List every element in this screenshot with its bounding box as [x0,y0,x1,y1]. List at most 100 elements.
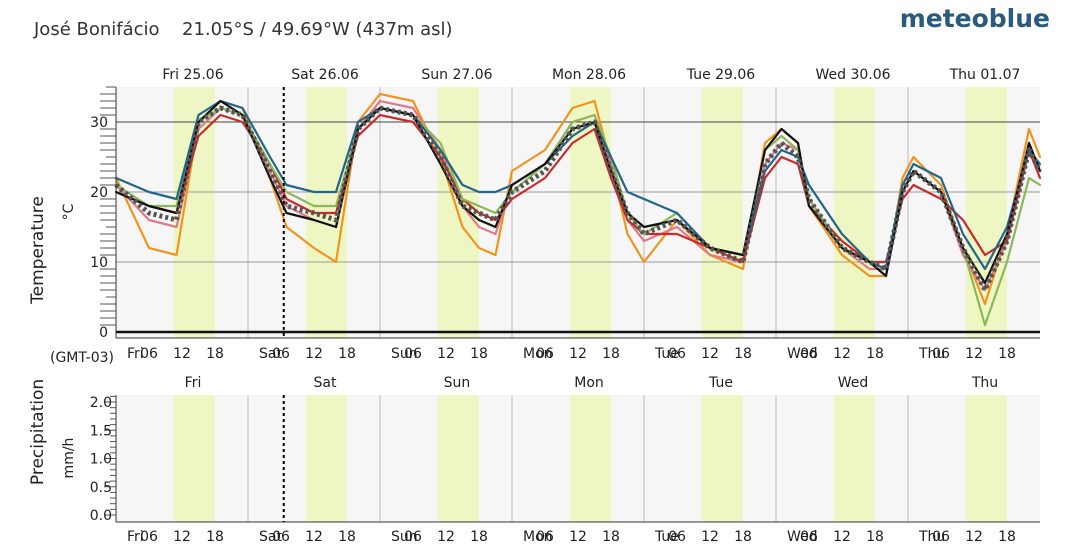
temperature-line [114,92,1042,306]
x-hour-tick-label: 06 [272,346,290,362]
x-hour-tick-label: 12 [305,529,323,545]
x-day-tick-label: Sun [391,529,418,545]
x-hour-tick-label: 18 [998,529,1016,545]
x-day-tick-label: Sat [259,346,282,362]
x-hour-tick-label: 06 [536,529,554,545]
daylight-band [701,395,743,522]
x-day-tick-label: Fri [127,346,144,362]
x-hour-tick-label: 06 [536,346,554,362]
x-hour-tick-label: 06 [800,529,818,545]
day-label: Thu [971,375,998,391]
x-day-tick-label: Thu [918,529,945,545]
x-hour-tick-label: 18 [206,529,224,545]
x-day-tick-label: Fri [127,529,144,545]
precipitation-unit: mm/h [61,438,77,479]
x-hour-tick-label: 12 [965,346,983,362]
x-hour-tick-label: 06 [932,346,950,362]
precipitation-axis-title: Precipitation [28,379,48,485]
day-label: Sun [444,375,471,391]
x-hour-tick-label: 18 [866,346,884,362]
x-hour-tick-label: 12 [569,529,587,545]
x-hour-tick-label: 12 [833,529,851,545]
day-label: Mon [574,375,604,391]
x-hour-tick-label: 18 [998,346,1016,362]
x-day-tick-label: Thu [918,346,945,362]
precipitation-tick-label: 0.5 [90,480,112,496]
x-hour-tick-label: 12 [701,529,719,545]
x-day-tick-label: Mon [523,346,553,362]
x-hour-tick-label: 18 [734,346,752,362]
x-day-tick-label: Sat [259,529,282,545]
precipitation-tick-label: 2.0 [90,395,112,411]
temperature-tick-label: 10 [90,255,108,271]
day-label: Fri [185,375,202,391]
x-hour-tick-label: 18 [602,346,620,362]
date-label: Mon 28.06 [552,67,626,83]
x-hour-tick-label: 06 [140,529,158,545]
daylight-band [833,87,875,338]
x-day-tick-label: Sun [391,346,418,362]
date-label: Sat 26.06 [291,67,359,83]
daylight-band [965,395,1007,522]
date-label: Sun 27.06 [421,67,492,83]
day-label: Wed [838,375,869,391]
axis-labels: 0 10 20 30 0.0 0.5 1.0 1.5 2.0 Fri 25.06 Sat 26.06… [90,67,1021,545]
day-label: Sat [314,375,337,391]
timezone-label: (GMT-03) [50,350,114,366]
x-hour-tick-label: 06 [404,529,422,545]
temperature-tick-label: 0 [99,325,108,341]
x-hour-tick-label: 18 [602,529,620,545]
plot-backgrounds [116,87,1040,522]
day-label: Tue [708,375,733,391]
x-day-tick-label: Wed [787,529,818,545]
x-hour-tick-label: 06 [932,529,950,545]
daylight-band [173,395,215,522]
precipitation-tick-label: 1.0 [90,452,112,468]
grid-lines [116,87,1040,522]
precipitation-tick-label: 1.5 [90,423,112,439]
x-hour-tick-label: 12 [173,346,191,362]
x-hour-tick-label: 12 [965,529,983,545]
x-day-tick-label: Mon [523,529,553,545]
daylight-band [305,395,347,522]
ensemble-mean-line [114,105,1043,293]
x-hour-tick-label: 12 [305,346,323,362]
x-hour-tick-label: 12 [173,529,191,545]
temperature-unit: °C [61,203,77,220]
x-day-tick-label: Wed [787,346,818,362]
daylight-band [569,395,611,522]
x-hour-tick-label: 06 [668,529,686,545]
daylight-band [701,87,743,338]
x-hour-tick-label: 12 [437,346,455,362]
x-day-tick-label: Tue [654,529,679,545]
x-hour-tick-label: 12 [437,529,455,545]
x-hour-tick-label: 18 [338,529,356,545]
axes [100,86,1040,523]
x-hour-tick-label: 18 [734,529,752,545]
x-hour-tick-label: 18 [866,529,884,545]
temperature-tick-label: 30 [90,115,108,131]
x-hour-tick-label: 06 [668,346,686,362]
temperature-tick-label: 20 [90,185,108,201]
x-hour-tick-label: 12 [833,346,851,362]
date-label: Tue 29.06 [686,67,756,83]
daylight-band [833,395,875,522]
location-name: José Bonifácio [33,19,160,40]
x-hour-tick-label: 12 [701,346,719,362]
x-hour-tick-label: 18 [470,346,488,362]
date-label: Wed 30.06 [815,67,890,83]
x-hour-tick-label: 18 [470,529,488,545]
x-day-tick-label: Tue [654,346,679,362]
meteoblue-logo: meteoblue [900,4,1050,33]
x-hour-tick-label: 06 [800,346,818,362]
daylight-band [437,395,479,522]
x-hour-tick-label: 18 [338,346,356,362]
x-hour-tick-label: 12 [569,346,587,362]
temperature-axis-title: Temperature [28,196,48,305]
date-label: Thu 01.07 [949,67,1021,83]
date-label: Fri 25.06 [162,67,223,83]
location-coordinates: 21.05°S / 49.69°W (437m asl) [182,19,453,40]
x-hour-tick-label: 06 [140,346,158,362]
x-hour-tick-label: 06 [272,529,290,545]
